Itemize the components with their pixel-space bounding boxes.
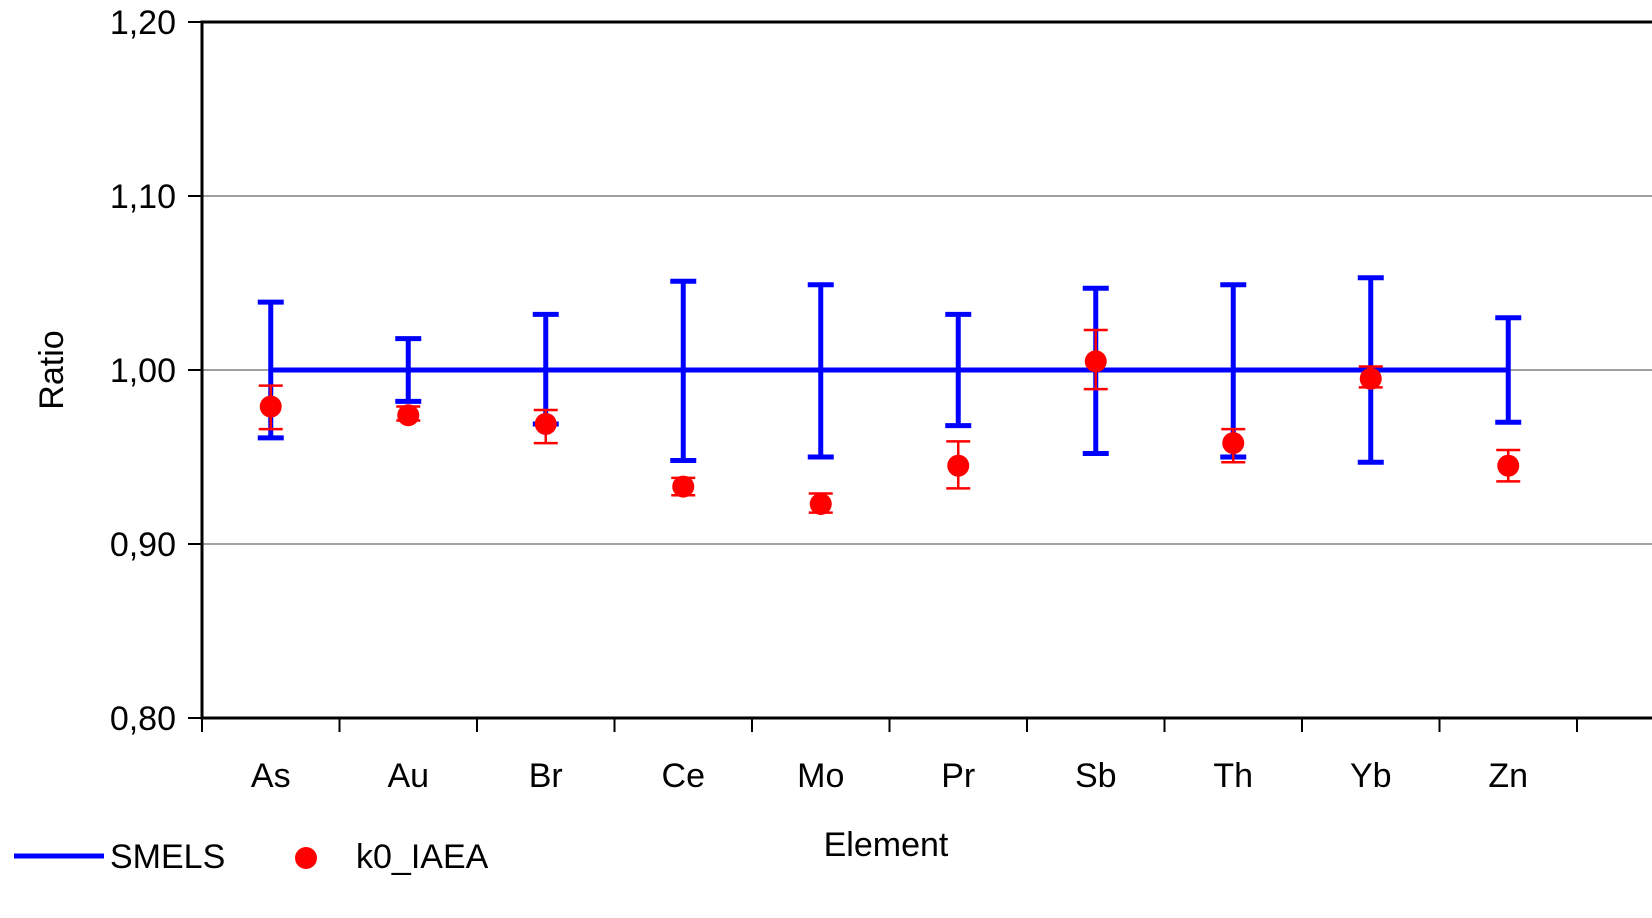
legend-k0-marker bbox=[295, 847, 317, 869]
k0-point bbox=[672, 475, 695, 498]
x-axis-title: Element bbox=[824, 826, 949, 864]
x-tick-label: Sb bbox=[1075, 757, 1117, 795]
k0-point bbox=[397, 404, 420, 427]
k0-point bbox=[809, 492, 832, 515]
x-tick-label: Au bbox=[387, 757, 429, 795]
series-smels bbox=[257, 275, 1522, 465]
y-axis-title: Ratio bbox=[33, 330, 71, 409]
y-tick-label: 0,80 bbox=[110, 700, 176, 738]
x-tick-label: As bbox=[251, 757, 291, 795]
y-tick-label: 1,10 bbox=[110, 178, 176, 216]
legend-smels-label: SMELS bbox=[110, 838, 225, 876]
k0-point bbox=[1222, 432, 1245, 455]
k0-point bbox=[534, 412, 557, 435]
x-tick-label: Mo bbox=[797, 757, 844, 795]
k0-point bbox=[1359, 367, 1382, 390]
x-tick-label: Pr bbox=[941, 757, 975, 795]
x-tick-label: Br bbox=[529, 757, 563, 795]
series-k0-iaea bbox=[258, 328, 1521, 515]
x-axis: As Au Br Ce Mo Pr Sb Th Yb Zn bbox=[201, 718, 1578, 795]
y-tick-label: 1,00 bbox=[110, 352, 176, 390]
x-tick-label: Ce bbox=[662, 757, 705, 795]
x-tick-label: Th bbox=[1213, 757, 1253, 795]
k0-point bbox=[1084, 350, 1107, 373]
legend-k0-label: k0_IAEA bbox=[356, 838, 489, 876]
y-axis: 0,80 0,90 1,00 1,10 1,20 bbox=[110, 4, 202, 738]
legend: SMELS k0_IAEA bbox=[14, 838, 489, 876]
k0-point bbox=[1497, 454, 1520, 477]
y-tick-label: 0,90 bbox=[110, 526, 176, 564]
y-tick-label: 1,20 bbox=[110, 4, 176, 42]
x-tick-label: Yb bbox=[1350, 757, 1392, 795]
k0-point bbox=[947, 454, 970, 477]
x-tick-label: Zn bbox=[1488, 757, 1528, 795]
k0-point bbox=[259, 395, 282, 418]
